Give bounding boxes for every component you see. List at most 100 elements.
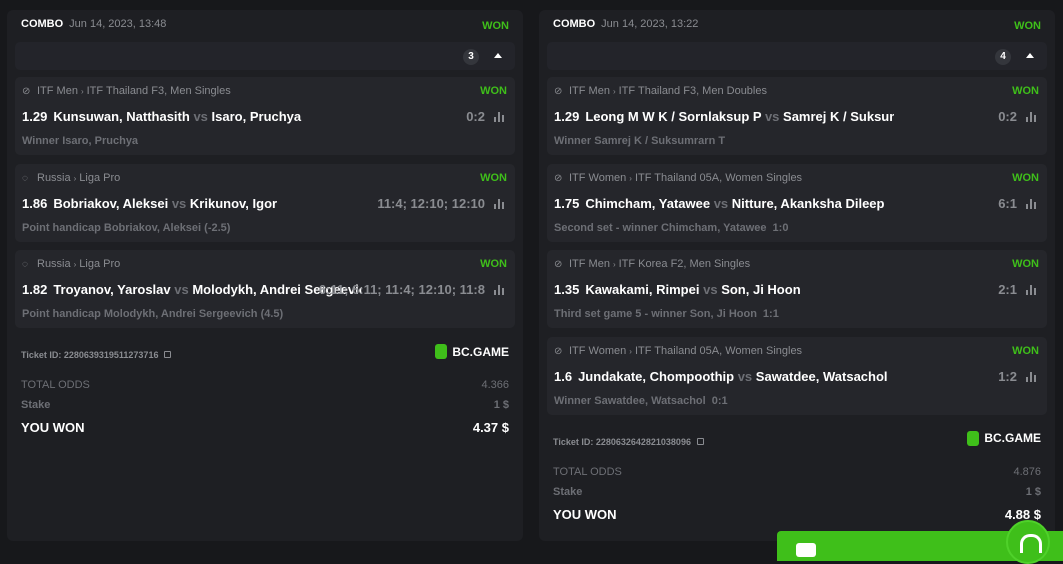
brand-name: BC.GAME (984, 431, 1041, 446)
stake-row: Stake 1 $ (553, 486, 1041, 498)
market: Point handicap Molodykh, Andrei Sergeevi… (22, 308, 289, 320)
market: Winner Samrej K / Suksumrarn T (554, 135, 731, 147)
statistics-icon[interactable] (494, 285, 504, 296)
market-name: Third set game 5 - winner Son, Ji Hoon (554, 308, 757, 321)
collapse-toggle[interactable]: 3 (15, 42, 515, 70)
odds: 1.35 (554, 282, 580, 298)
bet-ticket-card: COMBO Jun 14, 2023, 13:48 WON 3 ⊘ ITF Men ›… (7, 10, 523, 541)
event-meta: ⊘ ITF Men › ITF Thailand F3, Men Singles (22, 85, 231, 97)
statistics-icon[interactable] (1026, 198, 1036, 209)
statistics-icon[interactable] (1026, 372, 1036, 383)
selection-count-badge: 3 (463, 49, 479, 65)
market-name: Second set - winner Chimcham, Yatawee (554, 221, 767, 234)
breadcrumb-separator: › (73, 260, 77, 270)
brand-name: BC.GAME (452, 344, 509, 359)
selection-status: WON (480, 85, 507, 97)
bet-selection: ⊘ ITF Men › ITF Thailand F3, Men Singles WO… (15, 77, 515, 155)
vs-label: vs (171, 195, 187, 211)
home-team: Bobriakov, Aleksei (53, 195, 169, 211)
event-meta: ◌ Russia › Liga Pro (22, 172, 120, 184)
breadcrumb-separator: › (612, 87, 616, 96)
bet-selection: ⊘ ITF Women › ITF Thailand 05A, Women Singl… (547, 163, 1047, 242)
stake-row: Stake 1 $ (21, 399, 509, 411)
stake-label: Stake (21, 399, 51, 412)
odds: 1.6 (554, 369, 573, 385)
home-team: Kunsuwan, Natthasith (53, 109, 190, 124)
bet-selection: ⊘ ITF Men › ITF Thailand F3, Men Doubles WO… (547, 77, 1047, 155)
collapse-toggle[interactable]: 4 (547, 42, 1047, 70)
match-score: 0:2 (466, 109, 485, 124)
bet-selection: ⊘ ITF Women › ITF Thailand 05A, Women Singl… (547, 337, 1047, 416)
you-won-label: YOU WON (21, 420, 85, 436)
chevron-up-icon[interactable] (494, 53, 502, 58)
home-team: Troyanov, Yaroslav (53, 282, 171, 298)
odds: 1.82 (22, 282, 48, 298)
you-won-row: YOU WON 4.37 $ (21, 420, 509, 435)
tournament: ITF Thailand F3, Men Doubles (618, 85, 767, 97)
match-line[interactable]: 1.86 Bobriakov, Aleksei vs Krikunov, Igor (22, 196, 362, 211)
vs-label: vs (764, 109, 780, 124)
stake-value: 1 $ (1025, 485, 1041, 498)
match-line[interactable]: 1.6 Jundakate, Chompoothip vs Sawatdee, W… (554, 369, 894, 384)
statistics-icon[interactable] (494, 112, 504, 122)
bet-ticket-card: COMBO Jun 14, 2023, 13:22 WON 4 ⊘ ITF Men ›… (539, 10, 1055, 541)
away-team: Isaro, Pruchya (211, 109, 302, 124)
category: ITF Men (37, 85, 78, 97)
brand-logo: BC.GAME (435, 344, 509, 360)
ticket-id-text: Ticket ID: 2280632642821038096 (553, 436, 691, 447)
statistics-icon[interactable] (1026, 285, 1036, 296)
selection-status: WON (1012, 85, 1039, 97)
vs-label: vs (193, 109, 208, 124)
category: ITF Women (569, 345, 627, 358)
market-name: Winner Isaro, Pruchya (22, 135, 139, 147)
market: Winner Isaro, Pruchya (22, 135, 144, 147)
home-team: Kawakami, Rimpei (585, 282, 700, 298)
category: Russia (37, 258, 71, 271)
event-meta: ◌ Russia › Liga Pro (22, 258, 120, 270)
you-won-amount: 4.88 $ (1004, 506, 1041, 522)
tennis-icon: ⊘ (554, 172, 563, 184)
statistics-icon[interactable] (1026, 112, 1036, 122)
copy-icon[interactable] (696, 437, 704, 445)
odds: 1.29 (554, 109, 580, 124)
tournament: ITF Korea F2, Men Singles (618, 258, 751, 271)
market: Winner Sawatdee, Watsachol 0:1 (554, 395, 728, 407)
chat-icon (796, 543, 816, 557)
category: ITF Men (569, 85, 610, 97)
match-line[interactable]: 1.82 Troyanov, Yaroslav vs Molodykh, Andr… (22, 282, 362, 297)
event-meta: ⊘ ITF Men › ITF Korea F2, Men Singles (554, 258, 750, 270)
bet-selection: ◌ Russia › Liga Pro WON 1.82 Troyanov, Yaros… (15, 250, 515, 329)
total-odds-row: TOTAL ODDS 4.876 (553, 466, 1041, 478)
match-line[interactable]: 1.29 Kunsuwan, Natthasith vs Isaro, Pruch… (22, 109, 362, 124)
selection-status: WON (1012, 345, 1039, 358)
market-name: Point handicap Molodykh, Andrei Sergeevi… (22, 308, 284, 321)
you-won-label: YOU WON (553, 506, 617, 522)
selection-status: WON (1012, 258, 1039, 271)
tournament: Liga Pro (79, 171, 121, 184)
selection-status: WON (480, 171, 507, 184)
match-line[interactable]: 1.35 Kawakami, Rimpei vs Son, Ji Hoon (554, 282, 894, 297)
home-team: Leong M W K / Sornlaksup P (585, 109, 762, 124)
total-odds-value: 4.876 (1013, 465, 1041, 478)
stake-value: 1 $ (493, 399, 509, 412)
copy-icon[interactable] (164, 351, 172, 359)
odds: 1.29 (22, 109, 48, 124)
market-name: Winner Sawatdee, Watsachol (554, 395, 706, 408)
event-meta: ⊘ ITF Men › ITF Thailand F3, Men Doubles (554, 85, 767, 97)
breadcrumb-separator: › (629, 347, 632, 357)
match-score: 11:4; 12:10; 12:10 (377, 195, 485, 211)
bet-type: COMBO (553, 18, 596, 30)
home-team: Chimcham, Yatawee (585, 195, 711, 211)
total-odds-row: TOTAL ODDS 4.366 (21, 379, 509, 391)
away-team: Sawatdee, Watsachol (755, 369, 888, 385)
statistics-icon[interactable] (494, 198, 504, 209)
event-meta: ⊘ ITF Women › ITF Thailand 05A, Women Singl… (554, 345, 802, 357)
support-headset-icon[interactable] (1006, 520, 1050, 564)
bet-selection: ⊘ ITF Men › ITF Korea F2, Men Singles WON 1… (547, 250, 1047, 329)
match-line[interactable]: 1.75 Chimcham, Yatawee vs Nitture, Akanks… (554, 196, 894, 211)
market-score: 1:0 (772, 221, 789, 234)
market-name: Point handicap Bobriakov, Aleksei (-2.5) (22, 221, 231, 234)
chevron-up-icon[interactable] (1026, 53, 1034, 58)
ticket-header: COMBO Jun 14, 2023, 13:22 WON (553, 18, 1041, 34)
match-line[interactable]: 1.29 Leong M W K / Sornlaksup P vs Samrej… (554, 109, 894, 124)
